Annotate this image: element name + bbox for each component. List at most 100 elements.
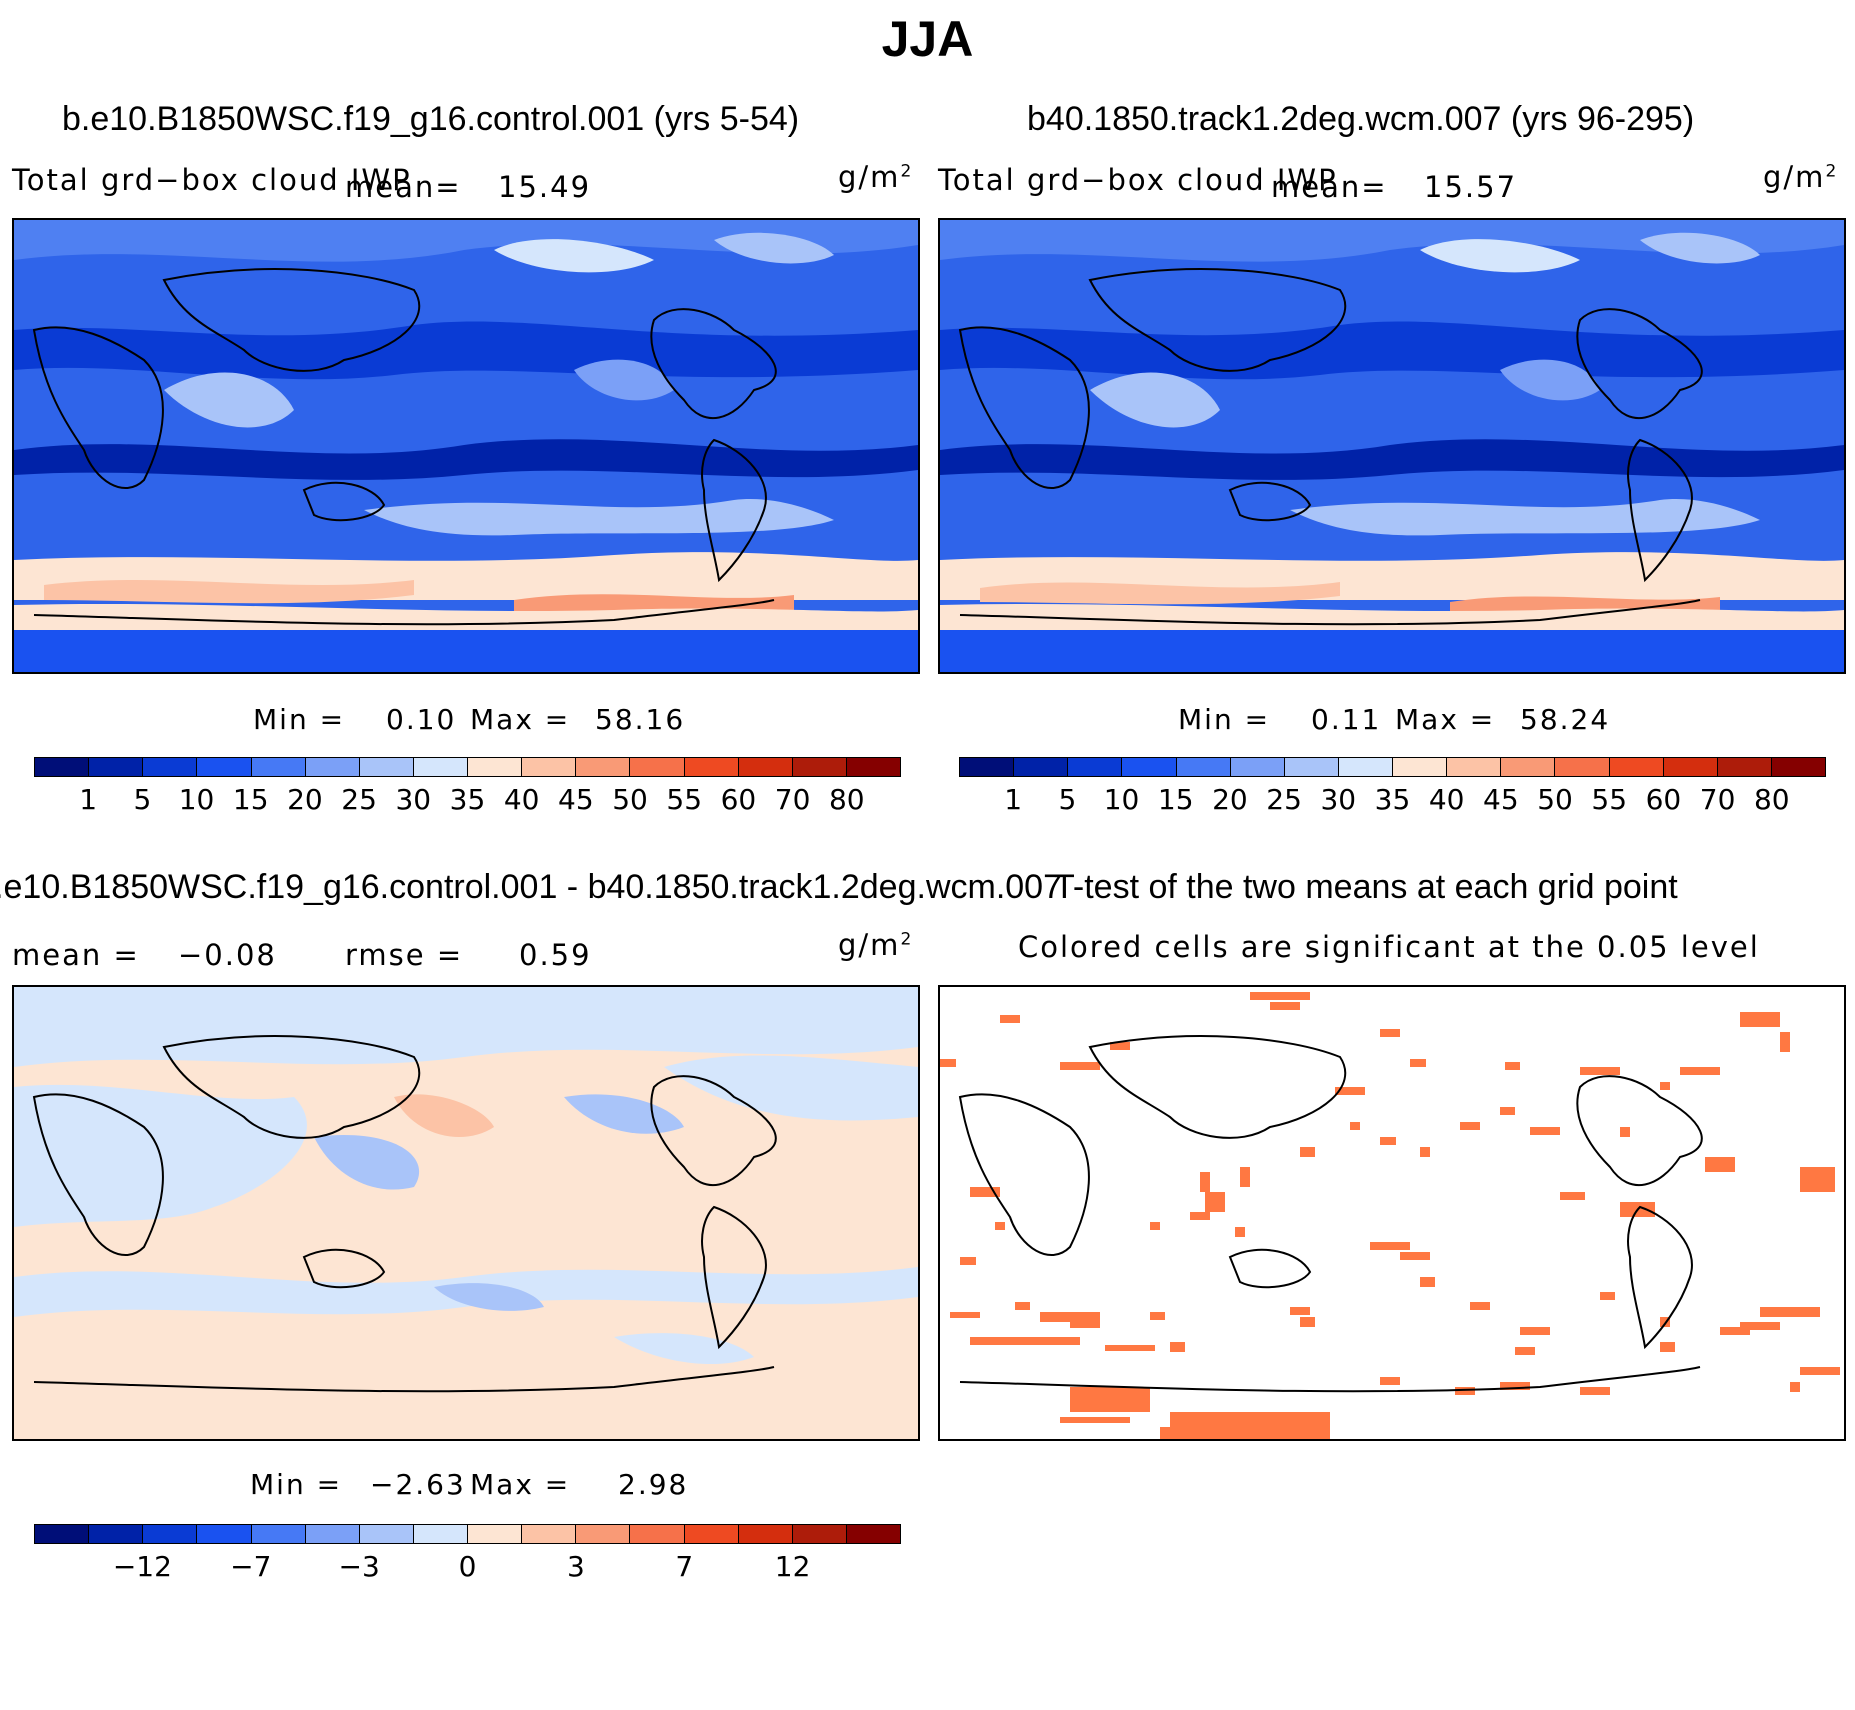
control-colorbar (34, 757, 901, 777)
colorbar-tick-label: 1 (1004, 783, 1023, 816)
colorbar-cell (413, 1525, 468, 1543)
colorbar-cell (143, 758, 198, 776)
diff-max-label: Max = (470, 1468, 571, 1501)
significant-cell (1740, 1012, 1780, 1027)
colorbar-cell (846, 758, 900, 776)
test-variable-label: Total grd−box cloud IWP (938, 163, 1338, 197)
colorbar-cell (1771, 758, 1825, 776)
colorbar-tick-label: 45 (558, 783, 594, 816)
significant-cell (1600, 1292, 1615, 1300)
ttest-panel-title: T-test of the two means at each grid poi… (1054, 868, 1678, 906)
significant-cell (1300, 1147, 1315, 1157)
significant-cell (970, 1187, 1000, 1197)
test-units: g/m2 (1763, 160, 1839, 194)
significant-cell (1300, 1317, 1315, 1327)
colorbar-tick-label: 35 (449, 783, 486, 816)
significant-cell (1660, 1342, 1675, 1352)
colorbar-cell (684, 1525, 739, 1543)
significant-cell (1350, 1122, 1360, 1130)
significant-cell (1205, 1192, 1225, 1212)
significant-cell (1460, 1122, 1480, 1130)
colorbar-cell (1068, 758, 1123, 776)
colorbar-cell (305, 1525, 360, 1543)
colorbar-tick-label: 1 (79, 783, 98, 816)
diff-colorbar (34, 1524, 901, 1544)
colorbar-cell (305, 758, 360, 776)
significant-cell (1290, 1307, 1310, 1315)
control-units: g/m2 (838, 160, 914, 194)
control-min-label: Min = (253, 703, 346, 736)
colorbar-cell (359, 758, 414, 776)
diff-min-value: −2.63 (370, 1468, 466, 1501)
colorbar-cell (630, 1525, 685, 1543)
significant-cell (1105, 1345, 1155, 1351)
significant-cell (970, 1337, 1080, 1345)
significant-cell (1110, 1042, 1130, 1050)
significant-cell (1800, 1367, 1840, 1375)
colorbar-tick-label: 5 (1058, 783, 1077, 816)
significant-cell (1270, 1002, 1300, 1010)
colorbar-tick-label: 25 (1266, 783, 1302, 816)
significant-cell (1240, 1167, 1250, 1187)
colorbar-cell (35, 1525, 90, 1543)
significant-cell (960, 1257, 976, 1265)
colorbar-cell (522, 758, 577, 776)
colorbar-tick-label: 50 (612, 783, 648, 816)
significant-cell (1250, 992, 1310, 1000)
significant-cell (1455, 1387, 1475, 1395)
significant-cell (1500, 1382, 1530, 1390)
colorbar-cell (684, 758, 739, 776)
test-min-label: Min = (1178, 703, 1271, 736)
significant-cell (1070, 1322, 1100, 1328)
colorbar-cell (846, 1525, 900, 1543)
diff-min-label: Min = (250, 1468, 343, 1501)
colorbar-tick-label: 35 (1374, 783, 1411, 816)
ttest-map (938, 985, 1846, 1441)
colorbar-tick-label: 15 (232, 783, 269, 816)
significant-cell (940, 1059, 956, 1067)
control-map (12, 218, 920, 674)
significant-cell (1380, 1029, 1400, 1037)
significant-cell (1335, 1087, 1365, 1095)
test-map (938, 218, 1846, 674)
ttest-subtitle: Colored cells are significant at the 0.0… (1018, 930, 1760, 964)
colorbar-tick-label: 25 (341, 783, 377, 816)
significant-cell (1380, 1377, 1400, 1385)
significant-cell (1660, 1317, 1670, 1327)
colorbar-cell (1284, 758, 1339, 776)
control-mean-value: 15.49 (498, 170, 592, 204)
significant-cell (1150, 1312, 1165, 1320)
colorbar-tick-label: 50 (1537, 783, 1573, 816)
colorbar-tick-label: 10 (1103, 783, 1140, 816)
significant-cell (1680, 1067, 1720, 1075)
colorbar-tick-label: −7 (230, 1550, 272, 1583)
test-max-value: 58.24 (1520, 703, 1611, 736)
colorbar-cell (792, 1525, 847, 1543)
colorbar-tick-label: 12 (774, 1550, 811, 1583)
colorbar-tick-label: 70 (774, 783, 811, 816)
colorbar-tick-label: 10 (178, 783, 215, 816)
diff-rmse-label: rmse = (345, 938, 464, 972)
colorbar-cell (1014, 758, 1069, 776)
figure-title: JJA (881, 11, 974, 67)
colorbar-cell (738, 758, 793, 776)
colorbar-cell (630, 758, 685, 776)
significant-cell (1500, 1107, 1515, 1115)
significant-cell (1515, 1347, 1535, 1355)
significant-cell (1705, 1157, 1735, 1172)
significant-cell (1235, 1227, 1245, 1237)
significant-cell (1420, 1277, 1435, 1287)
significant-cell (1060, 1417, 1130, 1423)
colorbar-cell (89, 758, 144, 776)
significant-cell (1000, 1015, 1020, 1023)
colorbar-tick-label: 5 (133, 783, 152, 816)
colorbar-cell (1393, 758, 1448, 776)
control-mean-label: mean= (345, 170, 462, 204)
significant-cell (1505, 1062, 1520, 1070)
significant-cell (1560, 1192, 1585, 1200)
colorbar-cell (251, 1525, 306, 1543)
colorbar-tick-label: 30 (1320, 783, 1357, 816)
significant-cell (1190, 1212, 1210, 1220)
significant-cell (1380, 1137, 1396, 1145)
control-min-value: 0.10 (386, 703, 457, 736)
